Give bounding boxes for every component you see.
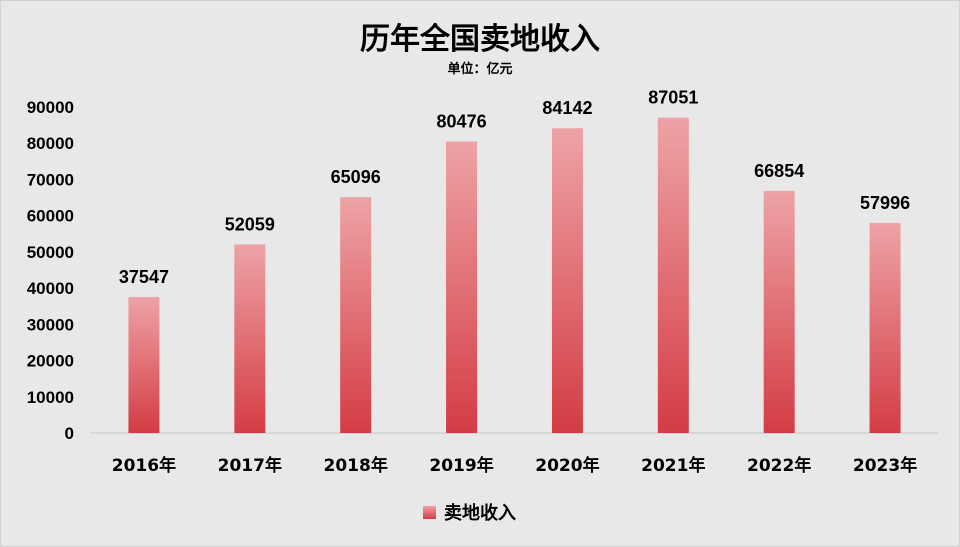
data-label: 80476 bbox=[437, 111, 487, 131]
y-tick-label: 50000 bbox=[27, 243, 74, 262]
data-label: 84142 bbox=[542, 98, 592, 118]
legend-label: 卖地收入 bbox=[444, 502, 516, 524]
x-tick-label: 2022年 bbox=[747, 455, 811, 476]
x-tick-label: 2017年 bbox=[218, 455, 282, 476]
bar bbox=[446, 141, 478, 433]
y-tick-label: 40000 bbox=[27, 279, 74, 298]
data-label: 57996 bbox=[860, 193, 910, 213]
data-label: 52059 bbox=[225, 214, 275, 234]
bar bbox=[128, 296, 160, 433]
bar bbox=[340, 197, 372, 433]
y-tick-label: 90000 bbox=[27, 98, 74, 117]
x-tick-label: 2016年 bbox=[112, 455, 176, 476]
bar bbox=[551, 128, 583, 433]
y-tick-label: 80000 bbox=[27, 134, 74, 153]
legend-swatch bbox=[423, 506, 436, 519]
y-tick-label: 30000 bbox=[27, 315, 74, 334]
bar bbox=[763, 190, 795, 433]
x-tick-label: 2021年 bbox=[641, 455, 705, 476]
bar bbox=[657, 117, 689, 433]
x-axis: 2016年 2017年 2018年 2019年 2020年 2021年 2022年 2023年 bbox=[112, 455, 917, 476]
y-tick-label: 0 bbox=[65, 424, 74, 443]
x-tick-label: 2023年 bbox=[853, 455, 917, 476]
x-tick-label: 2020年 bbox=[535, 455, 599, 476]
y-tick-label: 60000 bbox=[27, 207, 74, 226]
y-tick-label: 20000 bbox=[27, 352, 74, 371]
data-label: 87051 bbox=[648, 88, 698, 108]
data-label: 65096 bbox=[331, 167, 381, 187]
bar bbox=[234, 244, 266, 433]
data-label: 37547 bbox=[119, 267, 169, 287]
bar bbox=[869, 222, 901, 433]
bar-series: 37547 52059 65096 80476 84142 87051 66854 57996 bbox=[119, 88, 910, 433]
chart-subtitle: 单位：亿元 bbox=[447, 61, 512, 77]
x-tick-label: 2018年 bbox=[324, 455, 388, 476]
y-tick-label: 70000 bbox=[27, 170, 74, 189]
chart-title: 历年全国卖地收入 bbox=[360, 22, 600, 57]
y-tick-label: 10000 bbox=[27, 388, 74, 407]
x-tick-label: 2019年 bbox=[429, 455, 493, 476]
legend: 卖地收入 bbox=[423, 502, 516, 524]
data-label: 66854 bbox=[754, 161, 804, 181]
y-axis: 0 10000 20000 30000 40000 50000 60000 70000 8000… bbox=[27, 98, 938, 443]
